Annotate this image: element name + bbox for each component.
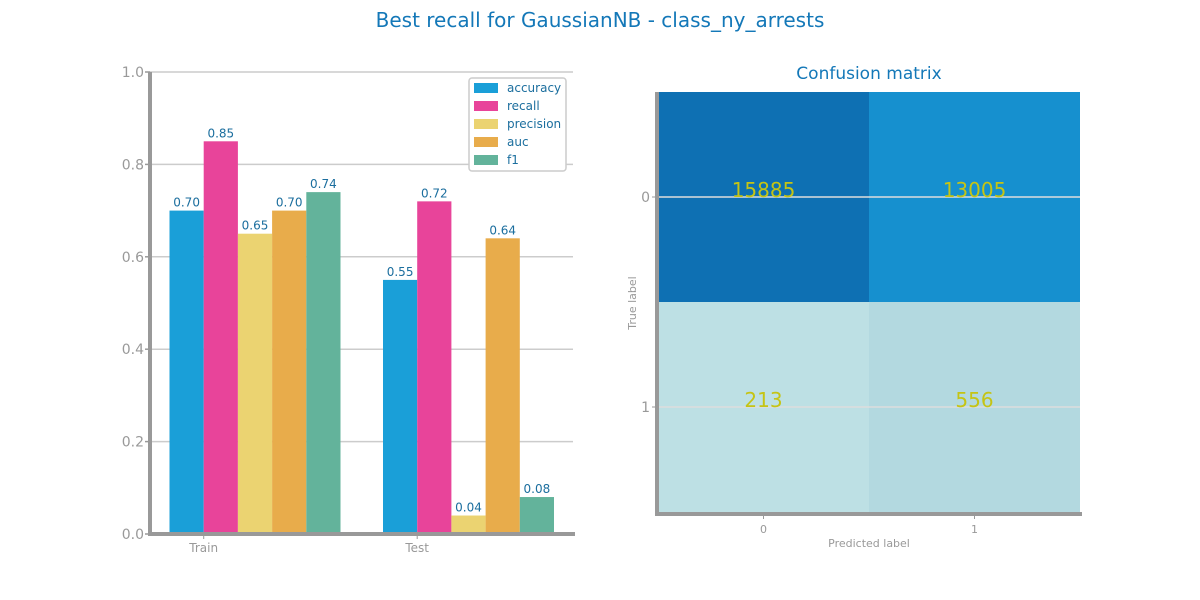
bar-f1-test: [519, 497, 554, 534]
bar-accuracy-train: [169, 210, 204, 534]
y-tick-label: 0.2: [122, 435, 144, 451]
cm-value: 556: [955, 388, 993, 412]
data-label: 0.64: [489, 223, 516, 237]
cm-title: Confusion matrix: [796, 64, 941, 84]
data-label: 0.70: [276, 196, 303, 210]
data-label: 0.08: [524, 482, 551, 496]
legend-label-f1: f1: [507, 153, 519, 167]
data-label: 0.04: [455, 501, 482, 515]
y-tick-label: 0.4: [122, 342, 144, 358]
cm-value: 13005: [943, 178, 1007, 202]
y-tick-label: 0.0: [122, 527, 144, 543]
y-tick-label: 0.6: [122, 250, 144, 266]
bar-recall-test: [417, 201, 452, 535]
cm-y-tick-label: 1: [641, 400, 650, 416]
chart-title: Best recall for GaussianNB - class_ny_ar…: [375, 8, 825, 32]
cm-y-tick-label: 0: [641, 190, 650, 206]
cm-y-axis-label: True label: [626, 276, 639, 330]
bar-auc-train: [272, 210, 307, 534]
data-label: 0.65: [242, 219, 269, 233]
data-label: 0.72: [421, 186, 448, 200]
legend-swatch-f1: [474, 155, 498, 165]
cm-x-axis-label: Predicted label: [828, 537, 910, 550]
x-tick-label: Train: [188, 541, 218, 555]
legend-label-accuracy: accuracy: [507, 81, 561, 95]
bar-accuracy-test: [383, 279, 418, 534]
legend-swatch-auc: [474, 137, 498, 147]
bar-precision-test: [451, 515, 486, 534]
data-label: 0.85: [207, 126, 234, 140]
x-tick-label: Test: [404, 541, 429, 555]
y-tick-label: 0.8: [122, 157, 144, 173]
cm-x-tick-label: 1: [971, 523, 978, 536]
legend-label-auc: auc: [507, 135, 529, 149]
data-label: 0.70: [173, 196, 200, 210]
bar-recall-train: [203, 141, 238, 535]
data-label: 0.74: [310, 177, 337, 191]
cm-x-tick-label: 0: [760, 523, 767, 536]
y-tick-label: 1.0: [122, 65, 144, 81]
cm-value: 15885: [732, 178, 796, 202]
bar-precision-train: [237, 233, 273, 534]
legend-label-precision: precision: [507, 117, 561, 131]
legend-swatch-precision: [474, 119, 498, 129]
data-label: 0.55: [387, 265, 414, 279]
bar-f1-train: [306, 192, 341, 534]
legend-label-recall: recall: [507, 99, 540, 113]
legend-swatch-accuracy: [474, 83, 498, 93]
bar-auc-test: [485, 238, 520, 534]
legend-swatch-recall: [474, 101, 498, 111]
cm-value: 213: [744, 388, 782, 412]
